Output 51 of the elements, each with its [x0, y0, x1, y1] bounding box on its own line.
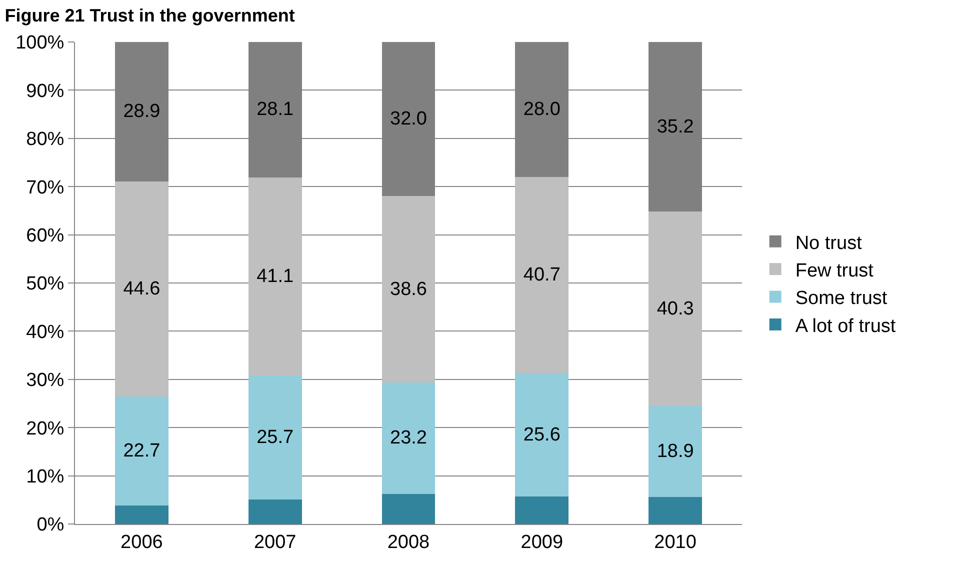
x-tick-label: 2008 [387, 532, 430, 553]
data-label: 22.7 [123, 440, 160, 462]
bar [115, 181, 168, 396]
data-label: 32.0 [390, 108, 427, 130]
y-tick-label: 50% [26, 274, 64, 295]
data-label: 35.2 [656, 116, 694, 138]
data-label: 38.6 [390, 278, 427, 300]
data-label: 41.1 [256, 266, 294, 287]
data-label: 40.3 [656, 298, 694, 320]
y-tick-label: 40% [26, 322, 64, 343]
y-tick-label: 90% [26, 80, 64, 102]
data-label: 28.1 [256, 99, 294, 120]
data-label: 25.7 [256, 426, 294, 448]
data-label: 23.2 [390, 428, 427, 449]
y-tick-label: 100% [16, 32, 64, 54]
data-label: 28.9 [123, 101, 160, 122]
x-tick-label: 2009 [520, 532, 564, 553]
y-tick-label: 10% [26, 466, 64, 488]
x-tick-label: 2010 [654, 532, 696, 553]
bar [515, 373, 569, 497]
bar [115, 506, 168, 524]
x-tick-label: 2006 [120, 532, 163, 553]
bar [115, 396, 168, 506]
legend-label: A lot of trust [795, 316, 896, 337]
y-tick-label: 60% [26, 225, 64, 246]
bar [515, 176, 569, 374]
bar [648, 406, 702, 498]
y-tick-label: 30% [26, 370, 64, 392]
bar [382, 196, 436, 382]
y-tick-label: 80% [26, 129, 64, 150]
bar [382, 382, 436, 494]
bar [248, 177, 302, 376]
y-tick-label: 70% [26, 177, 64, 198]
data-label: 40.7 [523, 264, 560, 286]
bar [648, 212, 702, 406]
bar [248, 499, 302, 524]
bar [382, 494, 436, 524]
y-tick-label: 20% [26, 418, 64, 440]
legend-label: No trust [795, 232, 863, 254]
data-label: 18.9 [656, 440, 694, 462]
data-label: 25.6 [523, 424, 560, 446]
bar [648, 497, 702, 524]
legend-label: Some trust [795, 288, 888, 310]
bar [248, 376, 302, 500]
data-label: 44.6 [123, 278, 160, 300]
legend-label: Few trust [795, 260, 874, 282]
bar [515, 496, 569, 524]
data-label: 28.0 [523, 98, 560, 120]
x-tick-label: 2007 [254, 532, 296, 553]
y-tick-label: 0% [36, 514, 64, 536]
chart-title: Figure 21 Trust in the government [4, 5, 295, 26]
